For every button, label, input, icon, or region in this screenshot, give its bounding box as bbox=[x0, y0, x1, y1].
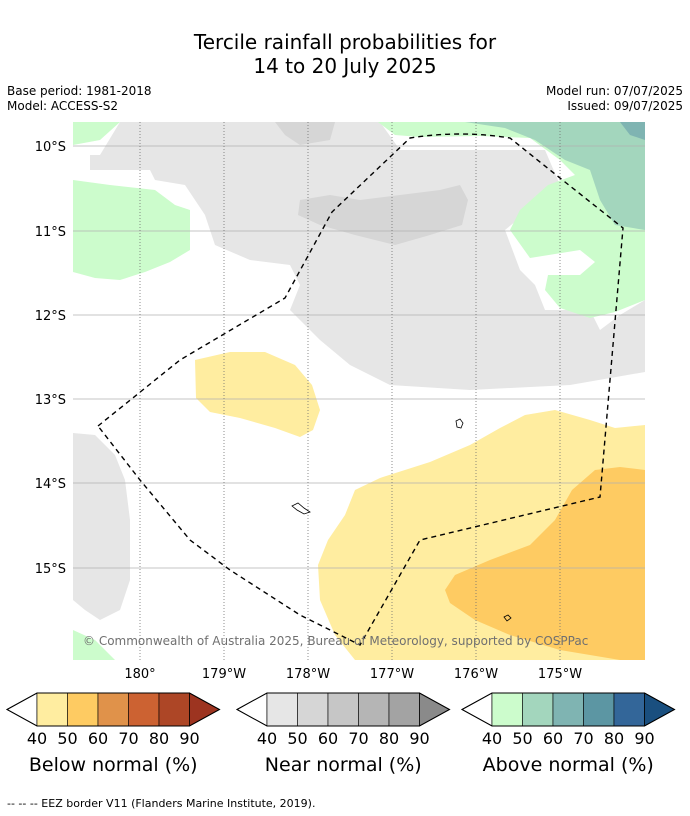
above-normal-region-corner bbox=[620, 122, 645, 140]
longitude-labels: 180° 179°W 178°W 177°W 176°W 175°W bbox=[124, 667, 582, 682]
above-normal-tick-label: 80 bbox=[604, 729, 624, 748]
latitude-labels: 10°S 11°S 12°S 13°S 14°S 15°S bbox=[35, 140, 66, 577]
lon-label-175w: 175°W bbox=[538, 667, 582, 682]
above-normal-region-northeast-dark bbox=[465, 122, 645, 230]
above-normal-colorbar-frame bbox=[460, 692, 676, 727]
below-normal-arrow-low bbox=[6, 692, 38, 727]
eez-border bbox=[97, 133, 624, 646]
below-normal-segment bbox=[67, 692, 99, 727]
eez-footnote: -- -- -- EEZ border V11 (Flanders Marine… bbox=[7, 797, 316, 810]
lat-label-14s: 14°S bbox=[35, 477, 66, 492]
below-normal-region-southeast-strong bbox=[445, 467, 645, 660]
near-normal-tick-label: 40 bbox=[257, 729, 277, 748]
island-north bbox=[455, 418, 464, 429]
above-normal-colorbar-label: Above normal (%) bbox=[483, 754, 654, 776]
near-normal-colorbar-frame bbox=[235, 692, 451, 727]
lat-label-13s: 13°S bbox=[35, 393, 66, 408]
meta-left: Base period: 1981-2018 Model: ACCESS-S2 bbox=[7, 84, 152, 114]
above-normal-segment bbox=[552, 692, 584, 727]
above-normal-arrow-low bbox=[461, 692, 493, 727]
map-title: Tercile rainfall probabilities for 14 to… bbox=[0, 30, 690, 78]
below-normal-tick-label: 80 bbox=[149, 729, 169, 748]
lon-label-178w: 178°W bbox=[286, 667, 330, 682]
near-normal-region-west bbox=[73, 433, 130, 620]
below-normal-region-central bbox=[195, 352, 320, 437]
map-area bbox=[73, 122, 645, 660]
island-south bbox=[503, 614, 512, 622]
lat-label-11s: 11°S bbox=[35, 225, 66, 240]
above-normal-segment bbox=[583, 692, 615, 727]
near-normal-tick-label: 70 bbox=[348, 729, 368, 748]
below-normal-tick-label: 50 bbox=[57, 729, 77, 748]
above-normal-region-southwest bbox=[73, 630, 115, 660]
below-normal-colorbar-label: Below normal (%) bbox=[29, 754, 198, 776]
copyright-notice: © Commonwealth of Australia 2025, Bureau… bbox=[83, 634, 588, 648]
below-normal-tick-label: 70 bbox=[118, 729, 138, 748]
near-normal-segment bbox=[388, 692, 420, 727]
lat-label-15s: 15°S bbox=[35, 562, 66, 577]
below-normal-segment bbox=[97, 692, 129, 727]
model-run: Model run: 07/07/2025 bbox=[545, 84, 683, 98]
lat-label-12s: 12°S bbox=[35, 309, 66, 324]
below-normal-segment bbox=[128, 692, 160, 727]
lon-label-179w: 179°W bbox=[202, 667, 246, 682]
near-normal-arrow-high bbox=[419, 692, 451, 727]
meta-right: Model run: 07/07/2025 Issued: 09/07/2025 bbox=[546, 84, 683, 114]
below-normal-tick-label: 60 bbox=[88, 729, 108, 748]
near-normal-colorbar-label: Near normal (%) bbox=[265, 754, 422, 776]
above-normal-region-northwest bbox=[73, 122, 120, 145]
below-normal-segment bbox=[36, 692, 68, 727]
near-normal-segment bbox=[297, 692, 329, 727]
above-normal-tick-label: 50 bbox=[512, 729, 532, 748]
above-normal-tick-label: 70 bbox=[573, 729, 593, 748]
near-normal-region-darker-2 bbox=[298, 185, 468, 245]
near-normal-tick-label: 60 bbox=[318, 729, 338, 748]
lon-label-177w: 177°W bbox=[370, 667, 414, 682]
latitude-lines bbox=[73, 145, 645, 569]
above-normal-tick-label: 40 bbox=[482, 729, 502, 748]
above-normal-segment bbox=[613, 692, 645, 727]
above-normal-tick-label: 90 bbox=[634, 729, 654, 748]
below-normal-tick-label: 90 bbox=[179, 729, 199, 748]
below-normal-colorbar-frame bbox=[5, 692, 221, 727]
above-normal-region-west bbox=[73, 180, 190, 280]
near-normal-segment bbox=[327, 692, 359, 727]
near-normal-region-darker bbox=[275, 122, 335, 145]
near-normal-segment bbox=[358, 692, 390, 727]
lat-label-10s: 10°S bbox=[35, 140, 66, 155]
below-normal-colorbar: 40 50 60 70 80 90 Below normal (%) bbox=[5, 692, 221, 776]
base-period: Base period: 1981-2018 bbox=[7, 84, 152, 98]
above-normal-arrow-high bbox=[644, 692, 676, 727]
title-line-1: Tercile rainfall probabilities for bbox=[193, 30, 497, 54]
near-normal-tick-label: 50 bbox=[287, 729, 307, 748]
above-normal-colorbar: 40 50 60 70 80 90 Above normal (%) bbox=[460, 692, 676, 776]
lon-label-180: 180° bbox=[124, 667, 155, 682]
colorbar-legends: 40 50 60 70 80 90 Below normal (%) 40 50 60 70 80 90… bbox=[5, 692, 676, 776]
below-normal-tick-label: 40 bbox=[27, 729, 47, 748]
near-normal-region-north bbox=[90, 122, 645, 390]
above-normal-segment bbox=[522, 692, 554, 727]
near-normal-arrow-low bbox=[236, 692, 268, 727]
lon-label-176w: 176°W bbox=[454, 667, 498, 682]
below-normal-arrow-high bbox=[189, 692, 221, 727]
above-normal-tick-label: 60 bbox=[543, 729, 563, 748]
above-normal-region-northeast bbox=[378, 122, 645, 318]
near-normal-segment bbox=[266, 692, 298, 727]
island-central bbox=[291, 502, 311, 515]
below-normal-segment bbox=[158, 692, 190, 727]
near-normal-colorbar: 40 50 60 70 80 90 Near normal (%) bbox=[235, 692, 451, 776]
near-normal-tick-label: 90 bbox=[409, 729, 429, 748]
title-line-2: 14 to 20 July 2025 bbox=[253, 54, 437, 78]
issued-date: Issued: 09/07/2025 bbox=[567, 99, 683, 113]
near-normal-tick-label: 80 bbox=[379, 729, 399, 748]
model-name: Model: ACCESS-S2 bbox=[7, 99, 119, 113]
above-normal-segment bbox=[491, 692, 523, 727]
